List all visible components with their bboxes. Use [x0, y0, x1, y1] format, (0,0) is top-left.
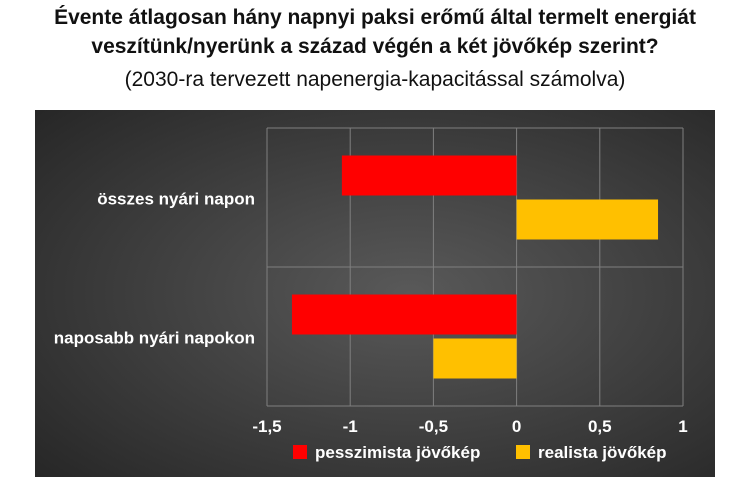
legend-swatch-pessimist	[293, 445, 307, 459]
legend-swatch-realist	[516, 445, 530, 459]
chart-subtitle: (2030-ra tervezett napenergia-kapacitáss…	[124, 68, 626, 91]
chart-title-line-1: Évente átlagosan hány napnyi paksi erőmű…	[54, 6, 696, 29]
chart-panel: összes nyári napon naposabb nyári napokon…	[35, 110, 715, 477]
x-tick-label: 0,5	[588, 417, 612, 436]
bar-realist	[516, 199, 659, 240]
bar-pessimist	[341, 155, 517, 196]
category-label: összes nyári napon	[97, 190, 255, 209]
category-label: naposabb nyári napokon	[54, 329, 255, 348]
legend-label-pessimist: pesszimista jövőkép	[315, 443, 480, 462]
bar-chart: összes nyári napon naposabb nyári napokon…	[35, 110, 715, 477]
x-tick-label: -0,5	[419, 417, 448, 436]
bar-pessimist	[291, 294, 517, 335]
x-tick-label: 1	[678, 417, 687, 436]
chart-title-line-2: veszítünk/nyerünk a század végén a két j…	[91, 35, 659, 58]
legend-label-realist: realista jövőkép	[538, 443, 667, 462]
x-tick-label: -1	[343, 417, 358, 436]
x-tick-label: -1,5	[252, 417, 281, 436]
x-tick-label: 0	[512, 417, 521, 436]
bar-realist	[433, 338, 517, 379]
